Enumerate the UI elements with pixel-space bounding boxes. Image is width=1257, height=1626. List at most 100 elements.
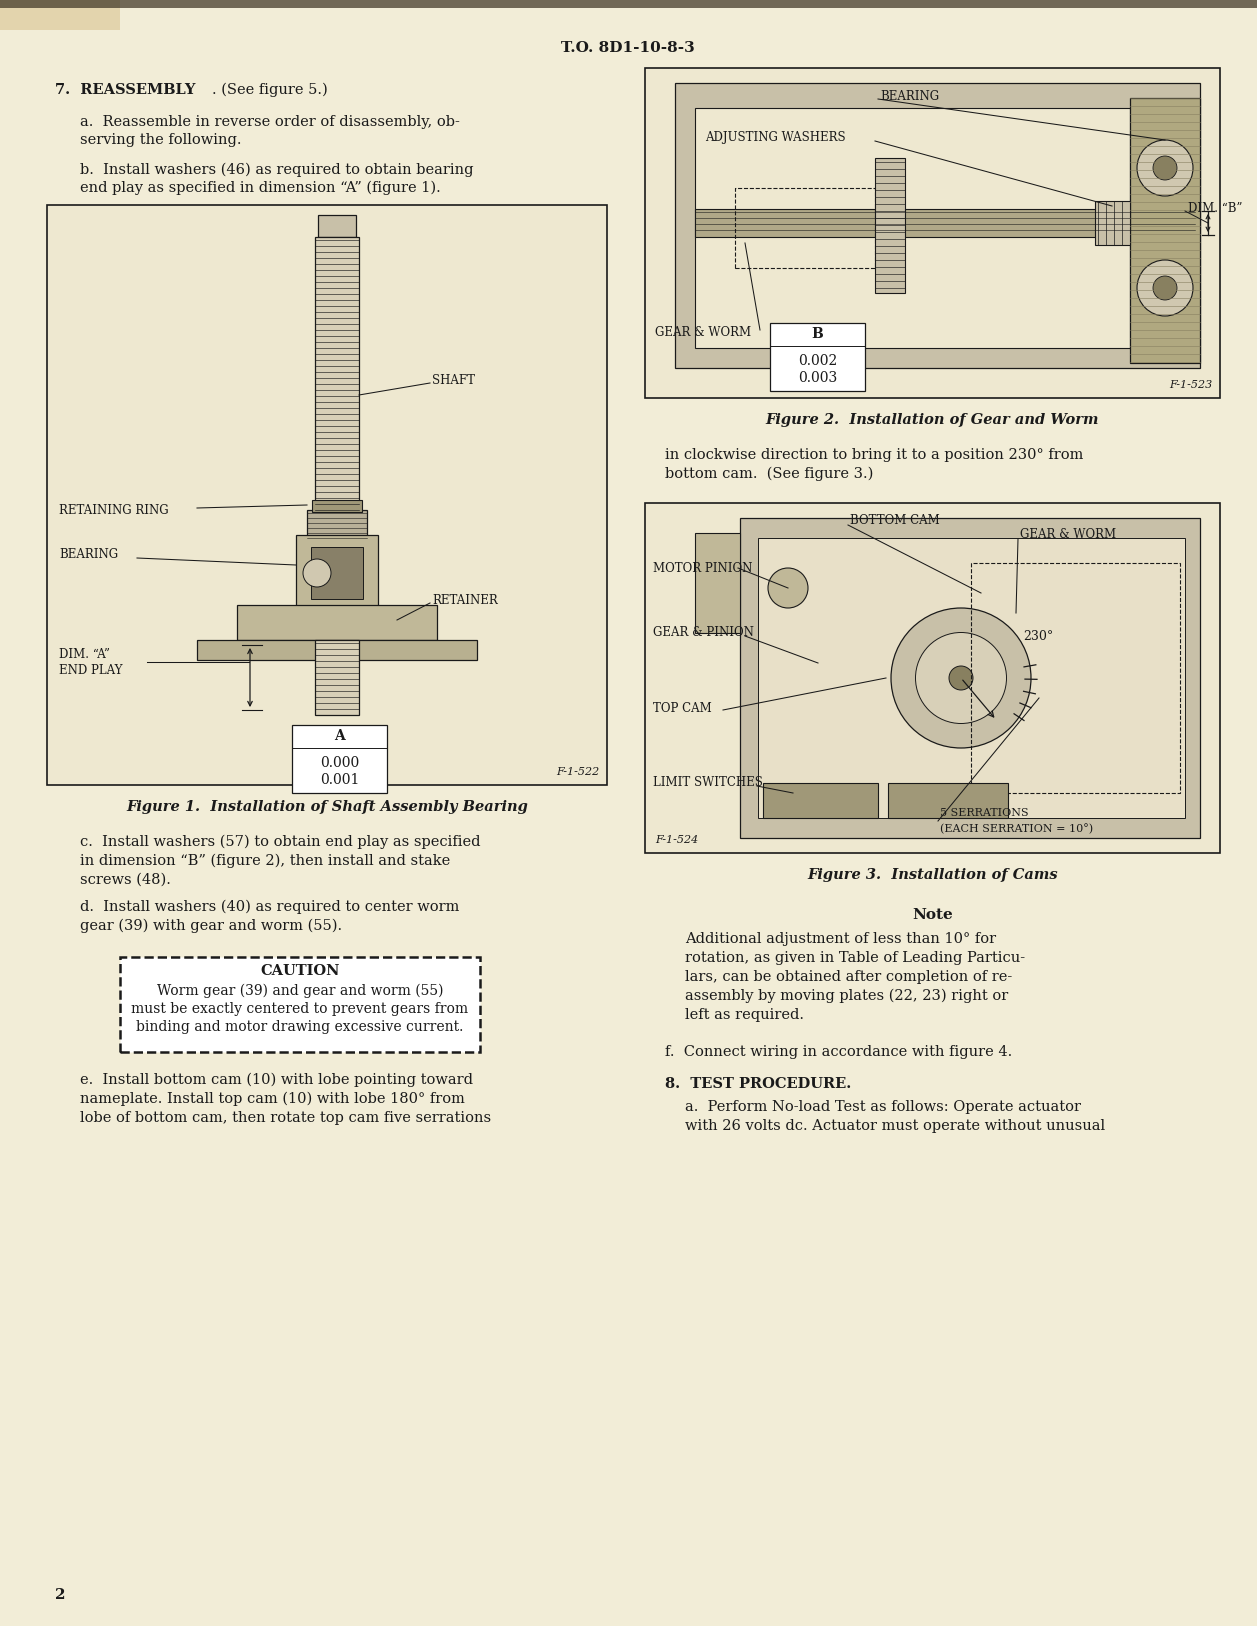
Text: bottom cam.  (See figure 3.): bottom cam. (See figure 3.) — [665, 467, 874, 481]
Text: TOP CAM: TOP CAM — [652, 701, 711, 714]
Text: RETAINER: RETAINER — [432, 593, 498, 606]
Text: a.  Reassemble in reverse order of disassembly, ob-: a. Reassemble in reverse order of disass… — [80, 115, 460, 128]
Text: 0.003: 0.003 — [798, 371, 837, 385]
Text: left as required.: left as required. — [685, 1008, 804, 1023]
Text: f.  Connect wiring in accordance with figure 4.: f. Connect wiring in accordance with fig… — [665, 1046, 1012, 1059]
Bar — [197, 641, 476, 660]
Bar — [875, 158, 905, 293]
Text: DIM. “A”: DIM. “A” — [59, 649, 111, 662]
Bar — [292, 725, 387, 793]
Text: BEARING: BEARING — [59, 548, 118, 561]
Text: T.O. 8D1-10-8-3: T.O. 8D1-10-8-3 — [561, 41, 695, 55]
Circle shape — [1138, 260, 1193, 315]
Text: end play as specified in dimension “A” (figure 1).: end play as specified in dimension “A” (… — [80, 180, 441, 195]
Bar — [0, 0, 1257, 8]
Bar — [887, 784, 1008, 818]
Circle shape — [891, 608, 1031, 748]
Bar — [0, 0, 119, 29]
Text: GEAR & WORM: GEAR & WORM — [655, 327, 752, 340]
Text: b.  Install washers (46) as required to obtain bearing: b. Install washers (46) as required to o… — [80, 163, 474, 177]
Text: CAUTION: CAUTION — [260, 964, 339, 977]
Text: nameplate. Install top cam (10) with lobe 180° from: nameplate. Install top cam (10) with lob… — [80, 1091, 465, 1106]
Text: Figure 1.  Installation of Shaft Assembly Bearing: Figure 1. Installation of Shaft Assembly… — [126, 800, 528, 815]
Text: 2: 2 — [55, 1589, 65, 1602]
Text: F-1-523: F-1-523 — [1169, 380, 1212, 390]
Bar — [316, 237, 360, 515]
Text: serving the following.: serving the following. — [80, 133, 241, 146]
Text: Worm gear (39) and gear and worm (55): Worm gear (39) and gear and worm (55) — [157, 984, 444, 998]
Text: 0.002: 0.002 — [798, 354, 837, 367]
Circle shape — [949, 667, 973, 689]
Bar — [758, 538, 1185, 818]
Bar — [771, 324, 865, 390]
Text: e.  Install bottom cam (10) with lobe pointing toward: e. Install bottom cam (10) with lobe poi… — [80, 1073, 473, 1088]
Text: 7.  REASSEMBLY: 7. REASSEMBLY — [55, 83, 195, 98]
Bar — [675, 83, 1200, 367]
Text: gear (39) with gear and worm (55).: gear (39) with gear and worm (55). — [80, 919, 342, 933]
Circle shape — [303, 559, 331, 587]
Text: BEARING: BEARING — [880, 89, 939, 102]
Text: Figure 2.  Installation of Gear and Worm: Figure 2. Installation of Gear and Worm — [766, 413, 1100, 428]
Text: F-1-522: F-1-522 — [556, 767, 600, 777]
Bar — [695, 533, 740, 633]
Text: (EACH SERRATION = 10°): (EACH SERRATION = 10°) — [940, 824, 1094, 834]
Text: BOTTOM CAM: BOTTOM CAM — [850, 514, 940, 527]
Text: DIM. “B”: DIM. “B” — [1188, 202, 1242, 215]
Text: in clockwise direction to bring it to a position 230° from: in clockwise direction to bring it to a … — [665, 449, 1084, 462]
Text: ADJUSTING WASHERS: ADJUSTING WASHERS — [705, 132, 846, 145]
Text: lobe of bottom cam, then rotate top cam five serrations: lobe of bottom cam, then rotate top cam … — [80, 1111, 491, 1125]
Bar — [970, 563, 1180, 793]
Text: SHAFT: SHAFT — [432, 374, 475, 387]
Text: END PLAY: END PLAY — [59, 663, 122, 676]
Text: a.  Perform No-load Test as follows: Operate actuator: a. Perform No-load Test as follows: Oper… — [685, 1101, 1081, 1114]
Bar — [695, 107, 1130, 348]
Text: MOTOR PINION: MOTOR PINION — [652, 561, 753, 574]
Bar — [238, 605, 437, 641]
Circle shape — [1138, 140, 1193, 197]
Text: A: A — [334, 728, 344, 743]
Text: Figure 3.  Installation of Cams: Figure 3. Installation of Cams — [807, 868, 1058, 881]
Text: . (See figure 5.): . (See figure 5.) — [212, 83, 328, 98]
Bar — [312, 501, 362, 512]
Text: 8.  TEST PROCEDURE.: 8. TEST PROCEDURE. — [665, 1076, 851, 1091]
Text: RETAINING RING: RETAINING RING — [59, 504, 168, 517]
Bar — [310, 546, 363, 598]
Text: binding and motor drawing excessive current.: binding and motor drawing excessive curr… — [136, 1020, 464, 1034]
Text: B: B — [812, 327, 823, 341]
Bar — [1095, 202, 1130, 246]
Text: in dimension “B” (figure 2), then install and stake: in dimension “B” (figure 2), then instal… — [80, 854, 450, 868]
Bar — [735, 189, 875, 268]
Text: assembly by moving plates (22, 23) right or: assembly by moving plates (22, 23) right… — [685, 989, 1008, 1003]
Circle shape — [1153, 156, 1177, 180]
Text: Note: Note — [913, 907, 953, 922]
Bar — [740, 519, 1200, 837]
Bar — [318, 215, 356, 237]
Bar — [1130, 98, 1200, 363]
Bar — [307, 511, 367, 540]
Text: 0.000: 0.000 — [319, 756, 360, 771]
Text: F-1-524: F-1-524 — [655, 836, 698, 846]
Circle shape — [768, 567, 808, 608]
Text: with 26 volts dc. Actuator must operate without unusual: with 26 volts dc. Actuator must operate … — [685, 1119, 1105, 1133]
Text: screws (48).: screws (48). — [80, 873, 171, 888]
Bar — [316, 641, 360, 715]
Circle shape — [915, 633, 1007, 724]
Text: LIMIT SWITCHES: LIMIT SWITCHES — [652, 777, 763, 790]
Text: Additional adjustment of less than 10° for: Additional adjustment of less than 10° f… — [685, 932, 996, 946]
Text: 230°: 230° — [1023, 629, 1053, 642]
Text: GEAR & PINION: GEAR & PINION — [652, 626, 754, 639]
Text: GEAR & WORM: GEAR & WORM — [1019, 528, 1116, 541]
Text: lars, can be obtained after completion of re-: lars, can be obtained after completion o… — [685, 971, 1012, 984]
Text: d.  Install washers (40) as required to center worm: d. Install washers (40) as required to c… — [80, 899, 459, 914]
Bar — [295, 535, 378, 610]
Circle shape — [1153, 276, 1177, 301]
Bar — [763, 784, 877, 818]
Text: rotation, as given in Table of Leading Particu-: rotation, as given in Table of Leading P… — [685, 951, 1026, 964]
Text: 5 SERRATIONS: 5 SERRATIONS — [940, 808, 1028, 818]
Text: c.  Install washers (57) to obtain end play as specified: c. Install washers (57) to obtain end pl… — [80, 834, 480, 849]
Bar — [645, 502, 1221, 854]
Text: must be exactly centered to prevent gears from: must be exactly centered to prevent gear… — [132, 1002, 469, 1016]
Bar — [695, 210, 1195, 237]
Bar — [119, 958, 480, 1052]
Text: 0.001: 0.001 — [319, 772, 360, 787]
